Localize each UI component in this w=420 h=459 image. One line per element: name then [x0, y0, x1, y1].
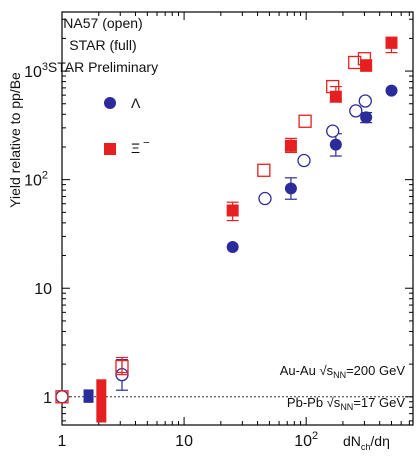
annotation-pbpb: Pb-Pb √sNN=17 GeV — [287, 395, 405, 412]
y-tick-label: 102 — [24, 170, 48, 190]
data-point-lambda-open — [55, 390, 69, 404]
data-point-xi — [360, 59, 373, 72]
data-point-lambda-open — [297, 153, 311, 168]
y-tick-label: 10 — [34, 281, 52, 298]
x-tick-label: 1 — [58, 433, 67, 450]
systematic-bar — [83, 389, 94, 403]
data-point-xi-open — [298, 114, 312, 128]
data-point-lambda — [226, 240, 239, 253]
y-tick-label: 103 — [24, 61, 48, 81]
y-tick-label: 1 — [43, 390, 52, 407]
svg-text:Au-Au √sNN=200 GeV: Au-Au √sNN=200 GeV — [280, 363, 406, 380]
svg-text:dNch/dη: dNch/dη — [343, 433, 390, 452]
data-point-lambda — [360, 111, 373, 124]
legend-marker-lambda — [104, 97, 116, 109]
data-points — [55, 36, 398, 404]
data-point-lambda-open — [349, 104, 363, 118]
data-point-lambda-open — [358, 94, 372, 108]
plot-frame — [61, 11, 414, 426]
axis-ticks: 1 10 102 1 10 102 103 — [24, 12, 413, 450]
data-point-lambda — [284, 182, 297, 195]
legend: NA57 (open) STAR (full) STAR Preliminary… — [48, 15, 158, 156]
x-tick-label: 102 — [294, 430, 318, 450]
data-point-xi-open — [348, 55, 362, 70]
annotation-auau: Au-Au √sNN=200 GeV — [280, 363, 406, 380]
legend-line-na57: NA57 (open) — [63, 15, 142, 31]
x-tick-label: 10 — [175, 433, 193, 450]
data-point-lambda — [385, 84, 398, 97]
data-point-lambda-open — [326, 124, 340, 138]
x-axis-title: dNch/dη — [343, 433, 390, 452]
data-point-xi-open — [326, 79, 340, 94]
systematic-bars — [83, 379, 107, 423]
data-point-xi — [226, 204, 239, 217]
plot-area — [61, 11, 414, 426]
legend-line-star-full: STAR (full) — [69, 37, 136, 53]
data-point-xi — [385, 36, 398, 49]
legend-label-xi: Ξ ‾ — [131, 140, 150, 156]
data-point-xi — [284, 139, 297, 152]
data-point-xi-open — [357, 52, 372, 66]
data-point-xi-open — [257, 163, 271, 177]
systematic-bar — [96, 379, 107, 423]
svg-text:Pb-Pb √sNN=17 GeV: Pb-Pb √sNN=17 GeV — [287, 395, 405, 412]
data-point-xi — [329, 90, 342, 103]
legend-marker-xi — [104, 143, 116, 155]
data-point-lambda — [329, 138, 342, 151]
legend-line-star-prelim: STAR Preliminary — [48, 59, 158, 75]
y-axis-title: Yield relative to pp/Be — [7, 72, 23, 208]
data-point-lambda-open — [258, 191, 272, 206]
data-point-xi-open — [115, 359, 129, 374]
data-point-xi-open — [55, 390, 69, 404]
legend-label-lambda: Λ — [131, 95, 141, 111]
